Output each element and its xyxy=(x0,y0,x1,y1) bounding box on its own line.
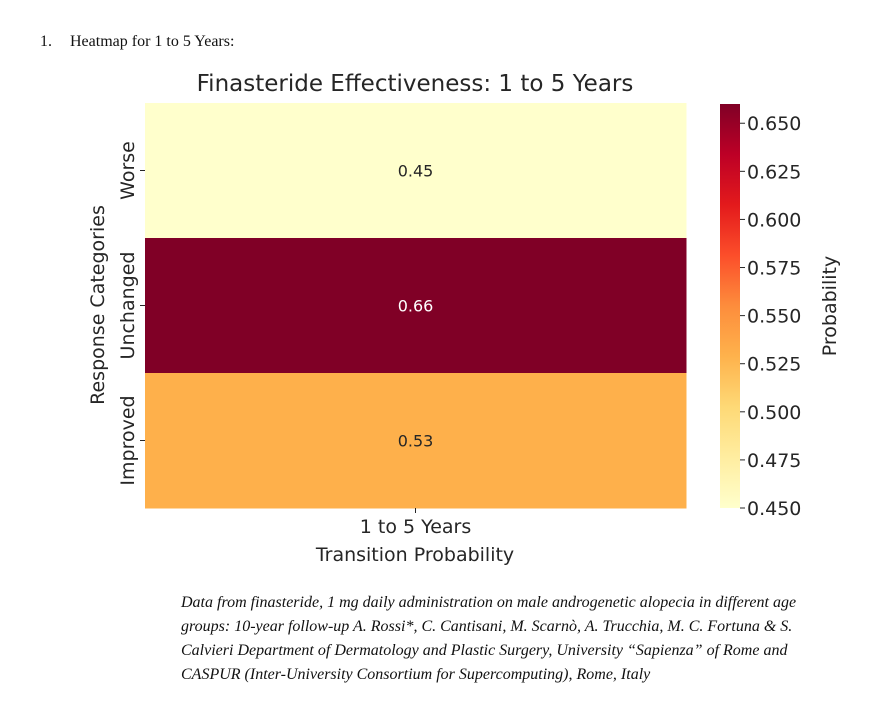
heatmap-cell xyxy=(145,103,687,239)
colorbar-tick-label: 0.550 xyxy=(747,306,801,328)
heatmap-cell xyxy=(145,238,687,374)
section-heading: 1. Heatmap for 1 to 5 Years: xyxy=(40,33,234,51)
heatmap-chart: Finasteride Effectiveness: 1 to 5 Years … xyxy=(87,71,841,566)
x-tick-label: 1 to 5 Years xyxy=(360,516,472,538)
heatmap-cell xyxy=(145,373,687,509)
colorbar-tick-label: 0.650 xyxy=(747,113,801,135)
cell-value-label: 0.53 xyxy=(398,432,434,451)
y-tick-label: Worse xyxy=(117,141,139,200)
colorbar-tick-label: 0.525 xyxy=(747,354,801,376)
cell-value-label: 0.66 xyxy=(398,297,434,316)
cell-value-label: 0.45 xyxy=(398,162,434,181)
colorbar-tick-label: 0.475 xyxy=(747,450,801,472)
colorbar-tick-label: 0.625 xyxy=(747,161,801,183)
colorbar-tick-label: 0.575 xyxy=(747,258,801,280)
x-axis-label: Transition Probability xyxy=(315,544,514,566)
colorbar-tick-label: 0.500 xyxy=(747,402,801,424)
colorbar-tick-label: 0.450 xyxy=(747,498,801,520)
y-axis-label: Response Categories xyxy=(87,205,109,405)
chart-title: Finasteride Effectiveness: 1 to 5 Years xyxy=(197,71,634,97)
y-tick-label: Unchanged xyxy=(117,252,139,360)
colorbar-label: Probability xyxy=(819,256,841,356)
y-tick-label: Improved xyxy=(117,395,139,485)
colorbar xyxy=(720,104,740,508)
source-caption: Data from finasteride, 1 mg daily admini… xyxy=(181,594,797,683)
heading-text: Heatmap for 1 to 5 Years: xyxy=(70,33,235,50)
colorbar-tick-label: 0.600 xyxy=(747,209,801,231)
list-number: 1. xyxy=(40,33,52,50)
